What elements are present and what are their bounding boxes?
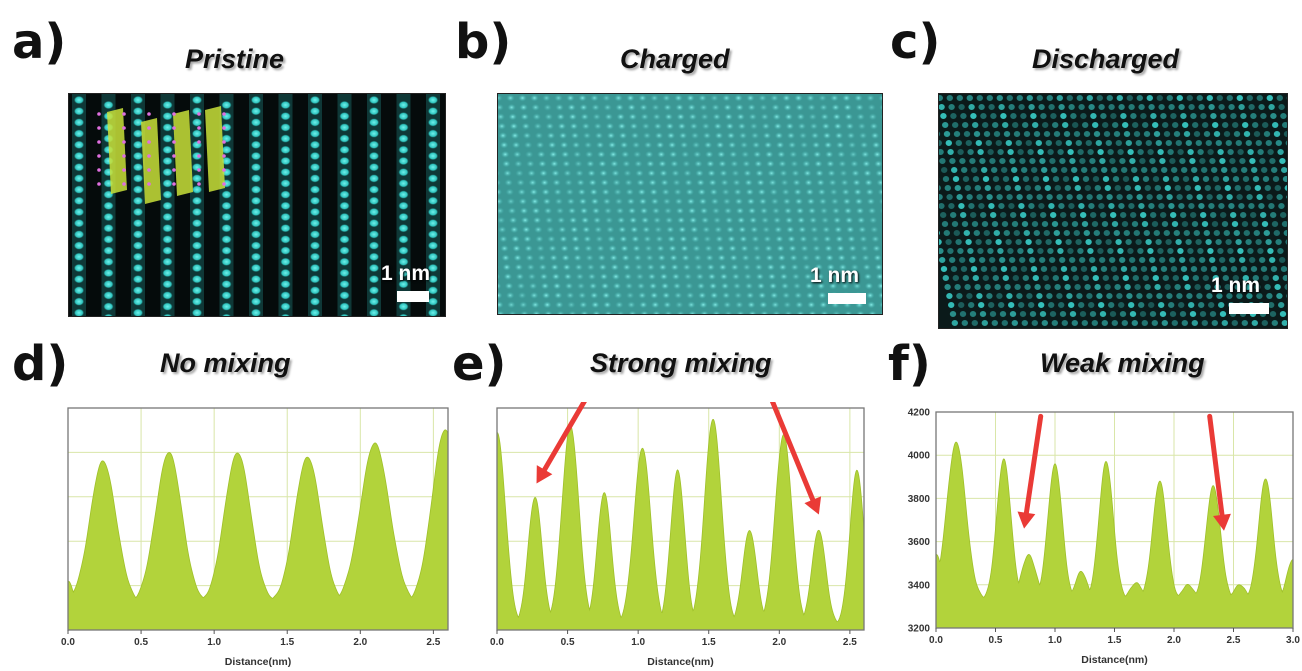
y-tick-label: 3800 bbox=[908, 494, 931, 505]
x-tick-label: 2.5 bbox=[426, 637, 440, 648]
x-tick-label: 1.0 bbox=[207, 637, 221, 648]
y-tick-label: 4000 bbox=[908, 451, 931, 462]
stem-image-pristine-svg bbox=[69, 94, 445, 316]
scale-label-a: 1 nm bbox=[381, 262, 431, 285]
x-tick-label: 0.5 bbox=[134, 637, 148, 648]
panel-title-f: Weak mixing bbox=[1040, 348, 1205, 378]
chart-weak-mixing: 0.0 0.5 1.0 1.5 2.0 2.5 3.0 3200 3400 3600 3800 400… bbox=[908, 408, 1301, 667]
x-axis-label: Distance(nm) bbox=[647, 656, 714, 668]
x-tick-label: 3.0 bbox=[1286, 635, 1300, 646]
annotation-arrowhead bbox=[536, 465, 553, 484]
annotation-arrow bbox=[769, 402, 816, 503]
panel-label-d: d) bbox=[12, 336, 69, 392]
x-tick-label: 1.5 bbox=[1108, 635, 1122, 646]
annotation-arrow bbox=[1207, 413, 1225, 518]
stem-image-charged: 1 nm bbox=[497, 93, 883, 315]
x-tick-label: 2.5 bbox=[1227, 635, 1241, 646]
x-axis-label: Distance(nm) bbox=[225, 656, 292, 668]
annotation-arrowhead bbox=[1017, 511, 1036, 529]
profile-area-d bbox=[67, 429, 449, 631]
annotation-arrowhead bbox=[1213, 513, 1231, 531]
x-tick-label: 2.5 bbox=[843, 637, 857, 648]
x-tick-label: 0.0 bbox=[929, 635, 943, 646]
x-tick-label: 2.0 bbox=[772, 637, 786, 648]
panel-title-c: Discharged bbox=[1032, 44, 1180, 74]
y-tick-label: 3600 bbox=[908, 537, 931, 548]
chart-no-mixing: 0.0 0.5 1.0 1.5 2.0 2.5 Distance(nm) bbox=[61, 407, 449, 668]
scale-label-c: 1 nm bbox=[1211, 274, 1261, 297]
scale-bar-a bbox=[397, 291, 429, 302]
x-tick-label: 2.0 bbox=[353, 637, 367, 648]
y-tick-label: 3200 bbox=[908, 624, 931, 635]
x-tick-label: 1.0 bbox=[1048, 635, 1062, 646]
scale-label-b: 1 nm bbox=[810, 264, 860, 287]
x-tick-label: 2.0 bbox=[1167, 635, 1181, 646]
panel-title-b: Charged bbox=[620, 44, 730, 74]
stem-image-discharged: 1 nm bbox=[938, 93, 1288, 329]
annotation-arrow bbox=[542, 402, 587, 473]
scale-bar-c bbox=[1229, 303, 1269, 314]
chart-strong-mixing: 0.0 0.5 1.0 1.5 2.0 2.5 Distance(nm) bbox=[490, 402, 865, 668]
profile-area-f bbox=[935, 441, 1294, 629]
panel-label-c: c) bbox=[890, 14, 941, 70]
x-tick-label: 1.5 bbox=[280, 637, 294, 648]
stem-image-pristine: 1 nm bbox=[68, 93, 446, 317]
x-tick-label: 1.5 bbox=[702, 637, 716, 648]
panel-label-a: a) bbox=[12, 14, 67, 70]
stem-image-charged-svg bbox=[498, 94, 882, 314]
x-tick-label: 1.0 bbox=[631, 637, 645, 648]
x-tick-label: 0.0 bbox=[490, 637, 504, 648]
annotation-arrowhead bbox=[804, 496, 822, 515]
annotation-arrow bbox=[1023, 413, 1044, 516]
y-tick-label: 3400 bbox=[908, 580, 931, 591]
profile-area-e bbox=[496, 418, 865, 631]
y-tick-label: 4200 bbox=[908, 408, 931, 419]
scale-bar-b bbox=[828, 293, 866, 304]
x-tick-label: 0.5 bbox=[561, 637, 575, 648]
x-tick-label: 0.0 bbox=[61, 637, 75, 648]
panel-title-e: Strong mixing bbox=[590, 348, 772, 378]
stem-image-discharged-svg bbox=[939, 94, 1287, 328]
panel-title-a: Pristine bbox=[185, 44, 285, 74]
panel-label-e: e) bbox=[452, 336, 507, 392]
panel-label-f: f) bbox=[888, 336, 931, 392]
panel-label-b: b) bbox=[455, 14, 512, 70]
x-axis-label: Distance(nm) bbox=[1081, 654, 1148, 666]
panel-title-d: No mixing bbox=[160, 348, 291, 378]
x-tick-label: 0.5 bbox=[989, 635, 1003, 646]
